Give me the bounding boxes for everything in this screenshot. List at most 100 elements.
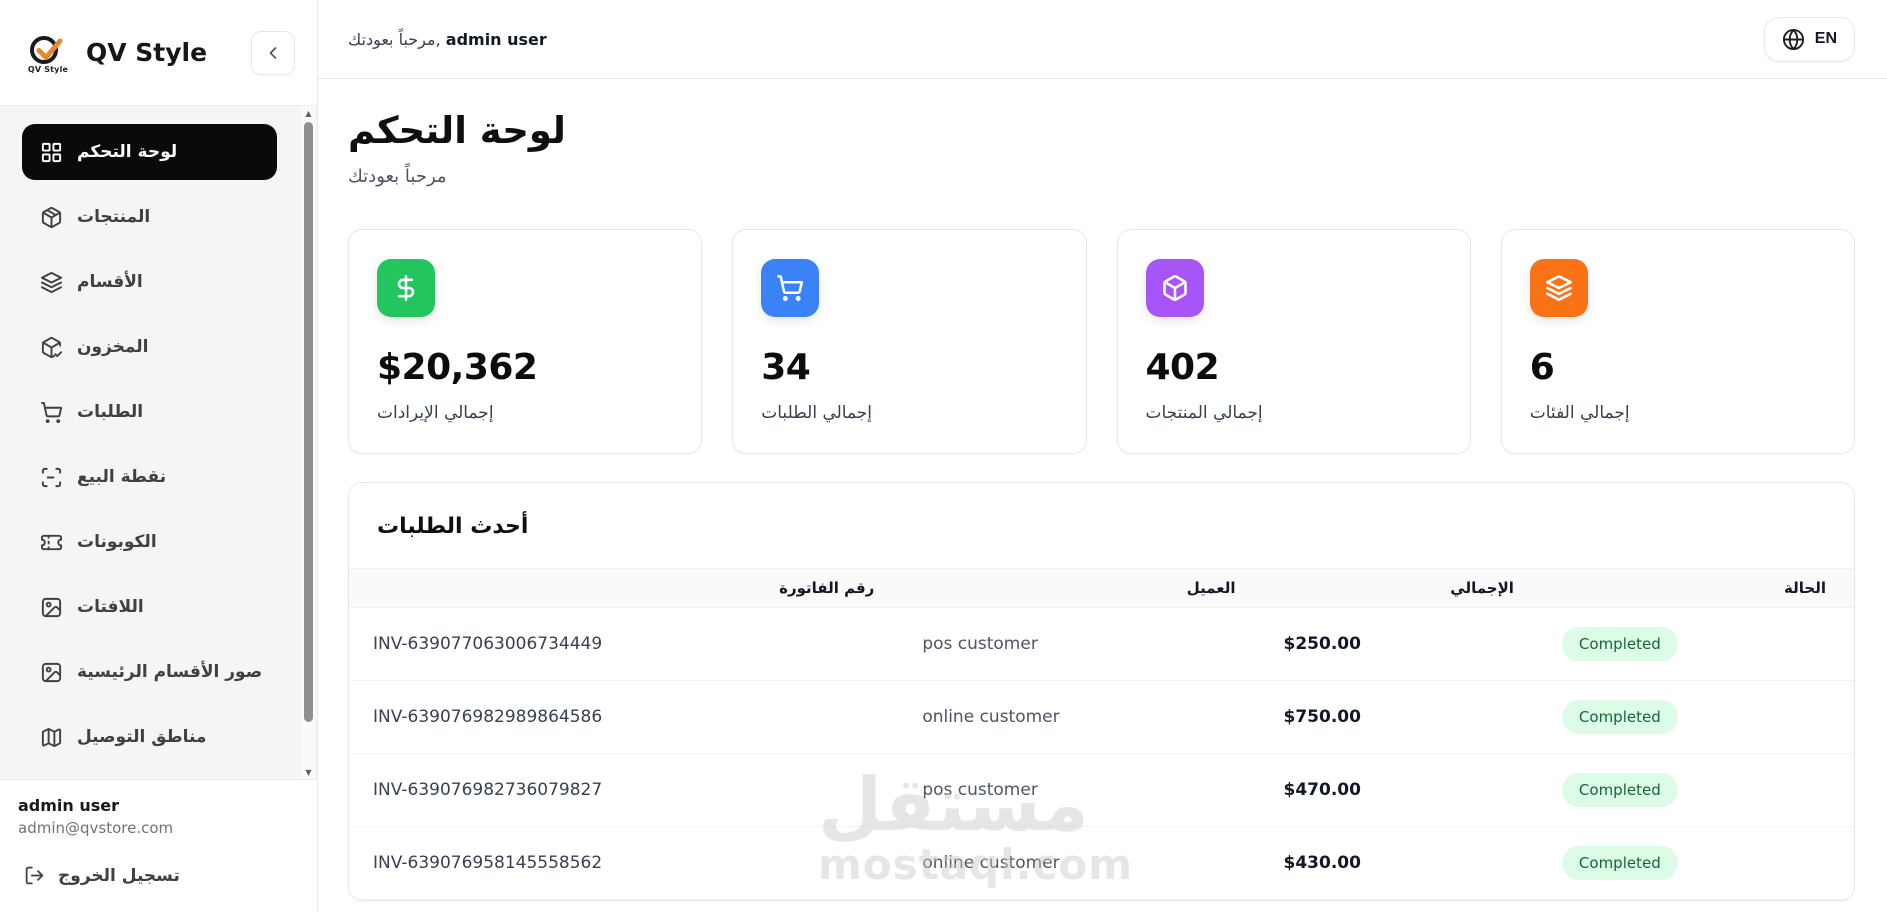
page-title: لوحة التحكم xyxy=(348,109,566,152)
sidebar-item-label: اللافتات xyxy=(77,597,144,617)
sidebar-item-dashboard[interactable]: لوحة التحكم xyxy=(22,124,277,180)
layers-icon xyxy=(1529,259,1588,317)
sidebar-item-pos[interactable]: نقطة البيع xyxy=(22,449,277,505)
status-cell: Completed xyxy=(1537,826,1854,900)
sidebar-item-orders[interactable]: الطلبات xyxy=(22,384,277,440)
brand-logo: QV Style xyxy=(22,31,74,74)
status-badge: Completed xyxy=(1561,846,1678,880)
stat-value: 6 xyxy=(1529,347,1555,388)
table-row[interactable]: INV-639076982736079827 pos customer $470… xyxy=(349,753,1854,827)
logout-label: تسجيل الخروج xyxy=(58,865,180,886)
status-badge: Completed xyxy=(1561,700,1678,734)
status-badge: Completed xyxy=(1561,627,1678,661)
latest-orders-title: أحدث الطلبات xyxy=(377,514,529,539)
scrollbar-thumb[interactable] xyxy=(304,122,313,722)
customer-cell: online customer xyxy=(898,680,1260,754)
layers-icon xyxy=(40,271,63,293)
sidebar-item-label: الكوبونات xyxy=(77,532,157,552)
sidebar-collapse-button[interactable] xyxy=(251,30,295,75)
sidebar-item-label: لوحة التحكم xyxy=(77,142,178,162)
stat-label: إجمالي الفئات xyxy=(1529,403,1630,423)
stat-value: 34 xyxy=(761,347,811,388)
stat-label: إجمالي الطلبات xyxy=(761,403,873,423)
total-cell: $250.00 xyxy=(1259,607,1538,681)
sidebar-item-delivery-zones[interactable]: مناطق التوصيل xyxy=(22,709,277,765)
stat-value: $20,362 xyxy=(377,347,538,388)
column-header-total: الإجمالي xyxy=(1450,579,1514,597)
stats-row: $20,362 إجمالي الإيرادات 34 إجمالي الطلب… xyxy=(348,229,1855,454)
sidebar-scrollbar[interactable]: ▲ ▼ xyxy=(302,106,315,779)
scrollbar-down-arrow[interactable]: ▼ xyxy=(305,767,312,777)
cart-icon xyxy=(761,259,820,317)
logout-button[interactable]: تسجيل الخروج xyxy=(24,865,299,886)
sidebar-header: QV Style QV Style xyxy=(0,0,317,106)
sidebar-user-email: admin@qvstore.com xyxy=(18,819,174,837)
welcome-username: admin user xyxy=(445,29,547,49)
brand-logo-caption: QV Style xyxy=(27,65,69,74)
stat-card-orders: 34 إجمالي الطلبات xyxy=(732,229,1087,454)
dashboard-content: لوحة التحكم مرحباً بعودتك $20,362 إجمالي… xyxy=(318,79,1887,912)
customer-cell: pos customer xyxy=(898,607,1260,681)
sidebar: QV Style QV Style لوحة التحكم xyxy=(0,0,318,912)
sidebar-item-categories[interactable]: الأقسام xyxy=(22,254,277,310)
orders-table: رقم الفاتورة العميل الإجمالي الحالة INV-… xyxy=(349,568,1854,900)
package-icon xyxy=(1145,259,1204,317)
table-row[interactable]: INV-639076982989864586 online customer $… xyxy=(349,680,1854,754)
table-row[interactable]: INV-639077063006734449 pos customer $250… xyxy=(349,607,1854,681)
sidebar-item-label: المخزون xyxy=(77,337,149,357)
sidebar-item-label: المنتجات xyxy=(77,207,151,227)
sidebar-item-main-category-images[interactable]: صور الأقسام الرئيسية xyxy=(22,644,277,700)
language-label: EN xyxy=(1814,30,1837,47)
sidebar-nav: لوحة التحكم المنتجات الأقسام xyxy=(0,106,317,779)
invoice-cell: INV-639076982736079827 xyxy=(349,753,899,827)
stat-card-categories: 6 إجمالي الفئات xyxy=(1500,229,1855,454)
welcome-message: مرحباً بعودتك, admin user xyxy=(348,30,547,49)
globe-icon xyxy=(1782,28,1804,50)
welcome-prefix: مرحباً بعودتك, xyxy=(348,29,441,49)
image-icon xyxy=(41,662,62,682)
dollar-icon xyxy=(377,259,435,317)
sidebar-item-products[interactable]: المنتجات xyxy=(22,189,277,245)
sidebar-item-label: مناطق التوصيل xyxy=(77,727,207,747)
invoice-cell: INV-639076982989864586 xyxy=(349,680,899,754)
latest-orders-card: أحدث الطلبات رقم الفاتورة العميل الإجمال… xyxy=(348,482,1855,901)
chevron-left-icon xyxy=(269,46,277,59)
sidebar-item-label: الطلبات xyxy=(77,402,144,422)
dashboard-grid-icon xyxy=(41,142,62,162)
column-header-status: الحالة xyxy=(1784,579,1826,597)
package-icon xyxy=(41,206,62,228)
customer-cell: pos customer xyxy=(898,753,1260,827)
invoice-cell: INV-639076958145558562 xyxy=(349,826,899,900)
ticket-icon xyxy=(40,534,63,550)
status-badge: Completed xyxy=(1561,773,1678,807)
stat-card-revenue: $20,362 إجمالي الإيرادات xyxy=(348,229,703,454)
column-header-invoice: رقم الفاتورة xyxy=(779,579,875,597)
total-cell: $750.00 xyxy=(1259,680,1538,754)
total-cell: $470.00 xyxy=(1259,753,1538,827)
sidebar-footer: admin user admin@qvstore.com تسجيل الخرو… xyxy=(0,779,317,912)
table-row[interactable]: INV-639076958145558562 online customer $… xyxy=(349,826,1854,900)
sidebar-item-label: صور الأقسام الرئيسية xyxy=(77,662,263,682)
stat-card-products: 402 إجمالي المنتجات xyxy=(1116,229,1471,454)
stat-value: 402 xyxy=(1145,347,1220,388)
invoice-cell: INV-639077063006734449 xyxy=(349,607,899,681)
topbar: مرحباً بعودتك, admin user EN xyxy=(318,0,1887,79)
sidebar-item-label: نقطة البيع xyxy=(77,467,167,487)
sidebar-item-coupons[interactable]: الكوبونات xyxy=(22,514,277,570)
sidebar-user-name: admin user xyxy=(18,796,120,815)
total-cell: $430.00 xyxy=(1259,826,1538,900)
status-cell: Completed xyxy=(1537,753,1854,827)
sidebar-item-label: الأقسام xyxy=(77,272,143,292)
status-cell: Completed xyxy=(1537,607,1854,681)
qv-logo-icon xyxy=(30,36,63,64)
stat-label: إجمالي المنتجات xyxy=(1145,403,1263,423)
sidebar-item-inventory[interactable]: المخزون xyxy=(22,319,277,375)
orders-table-header-row: رقم الفاتورة العميل الإجمالي الحالة xyxy=(349,568,1854,608)
map-icon xyxy=(41,727,62,747)
language-switcher-button[interactable]: EN xyxy=(1763,16,1855,62)
scrollbar-up-arrow[interactable]: ▲ xyxy=(305,108,312,118)
sidebar-item-banners[interactable]: اللافتات xyxy=(22,579,277,635)
customer-cell: online customer xyxy=(898,826,1260,900)
cart-icon xyxy=(41,401,63,423)
